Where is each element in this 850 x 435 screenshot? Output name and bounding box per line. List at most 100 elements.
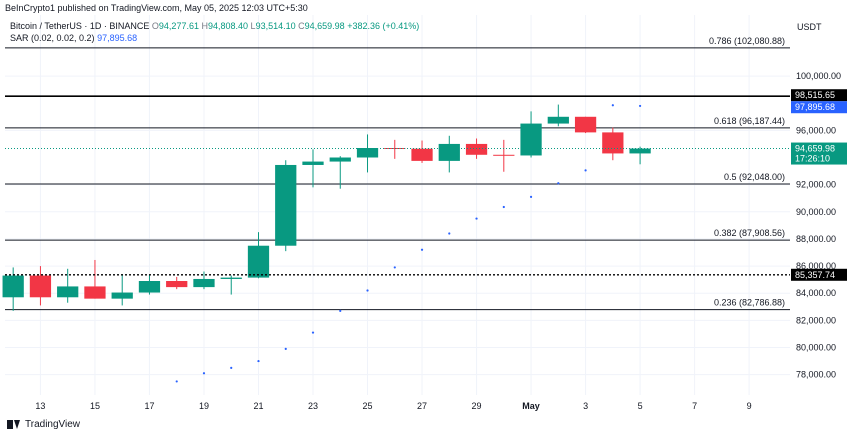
fib-label: 0.5 (92,048.00) <box>724 172 785 182</box>
candle-body[interactable] <box>329 157 351 162</box>
y-tick-label: 80,000.00 <box>796 343 836 353</box>
x-tick-label: 7 <box>692 401 697 411</box>
grid-lines <box>5 15 790 395</box>
open-label: O <box>151 21 159 31</box>
candle-body[interactable] <box>411 148 433 161</box>
x-tick-label: 23 <box>308 401 318 411</box>
publish-info: BeInCrypto1 published on TradingView.com… <box>5 3 308 13</box>
x-tick-label: 15 <box>90 401 100 411</box>
sar-dot <box>420 248 424 251</box>
y-tick-label: 82,000.00 <box>796 315 836 325</box>
resistance-badge-bg <box>791 89 847 102</box>
fib-label: 0.618 (96,187.44) <box>714 116 785 126</box>
candle-body[interactable] <box>29 275 52 298</box>
candle-body[interactable] <box>2 275 24 298</box>
y-tick-label: 100,000.00 <box>796 71 841 81</box>
candle-body[interactable] <box>166 281 188 288</box>
sar-value: 97,895.68 <box>97 33 138 43</box>
candle-body[interactable] <box>629 148 651 154</box>
candle-body[interactable] <box>111 292 133 299</box>
countdown-badge: 17:26:10 <box>795 154 830 164</box>
x-axis: 13 15 17 19 21 23 25 27 29 May 3 5 7 9 <box>35 401 751 411</box>
candle-body[interactable] <box>438 143 460 161</box>
candle-body[interactable] <box>465 143 488 155</box>
chart-legend: Bitcoin / TetherUS · 1D · BINANCE O94,27… <box>10 20 419 44</box>
candle-body[interactable] <box>220 277 242 279</box>
fib-label: 0.786 (102,080.88) <box>709 36 785 46</box>
parabolic-sar-dots <box>175 104 642 383</box>
tradingview-logo-icon <box>7 420 21 429</box>
fibonacci-levels: 0.786 (102,080.88) 0.618 (96,187.44) 0.5 (… <box>5 36 790 311</box>
fib-label: 0.382 (87,908.56) <box>714 228 785 238</box>
sar-dot <box>584 169 587 172</box>
candlesticks <box>2 104 651 311</box>
candle-body[interactable] <box>138 281 161 293</box>
candle-body[interactable] <box>275 164 297 246</box>
symbol-name[interactable]: Bitcoin / TetherUS · 1D · BINANCE <box>10 21 150 31</box>
y-tick-label: 90,000.00 <box>796 207 836 217</box>
sar-row: SAR (0.02, 0.02, 0.2) 97,895.68 <box>10 32 419 44</box>
sar-dot <box>611 104 614 107</box>
y-tick-label: 84,000.00 <box>796 288 836 298</box>
x-tick-label: 3 <box>583 401 588 411</box>
tradingview-brand: TradingView <box>25 419 81 430</box>
x-tick-label: 5 <box>638 401 643 411</box>
sar-badge-bg <box>791 101 847 114</box>
x-tick-label: 9 <box>747 401 752 411</box>
sar-dot <box>393 266 396 269</box>
x-tick-label: 13 <box>35 401 45 411</box>
y-tick-label: 88,000.00 <box>796 234 836 244</box>
sar-dot <box>257 359 260 363</box>
sar-dot <box>638 104 642 108</box>
x-tick-label: 21 <box>253 401 263 411</box>
open-value: 94,277.61 <box>158 21 199 31</box>
candle-body[interactable] <box>520 123 542 156</box>
close-label: C <box>298 21 305 31</box>
support-badge: 85,357.74 <box>795 270 835 280</box>
last-price-badge-bg <box>791 142 847 155</box>
x-tick-label: 29 <box>472 401 482 411</box>
high-value: 94,808.40 <box>207 21 249 31</box>
countdown-badge-bg <box>791 152 847 165</box>
sar-dot <box>366 289 369 292</box>
low-value: 93,514.10 <box>255 21 296 31</box>
candle-body[interactable] <box>356 148 379 158</box>
candle-body[interactable] <box>247 245 270 278</box>
tradingview-footer[interactable]: TradingView <box>7 419 80 430</box>
ohlc-row: Bitcoin / TetherUS · 1D · BINANCE O94,27… <box>10 20 419 32</box>
sar-dot <box>529 195 533 198</box>
fib-label: 0.236 (82,786.88) <box>714 298 785 308</box>
y-axis: USDT 78,000.00 80,000.00 82,000.00 84,000.00… <box>796 22 841 380</box>
change-value: +382.36 (+0.41%) <box>347 21 420 31</box>
low-label: L <box>250 21 256 31</box>
candle-body[interactable] <box>493 154 515 156</box>
sar-dot <box>175 380 178 383</box>
candle-body[interactable] <box>547 116 569 124</box>
sar-label[interactable]: SAR (0.02, 0.02, 0.2) <box>10 33 95 43</box>
y-tick-label: 78,000.00 <box>796 370 836 380</box>
candle-body[interactable] <box>193 278 215 288</box>
candle-body[interactable] <box>302 161 324 165</box>
support-badge-bg <box>791 268 847 281</box>
currency-label: USDT <box>797 22 822 32</box>
sar-dot <box>311 331 315 334</box>
close-value: 94,659.98 <box>304 21 345 31</box>
y-tick-label: 92,000.00 <box>796 180 836 190</box>
candle-body[interactable] <box>57 286 79 298</box>
sar-badge: 97,895.68 <box>795 102 835 112</box>
sar-dot <box>475 217 478 220</box>
candle-body[interactable] <box>384 148 406 149</box>
sar-dot <box>230 366 233 369</box>
sar-dot <box>502 205 505 209</box>
candle-body[interactable] <box>602 132 624 154</box>
candle-body[interactable] <box>574 116 597 133</box>
y-tick-label: 96,000.00 <box>796 125 836 135</box>
sar-dot <box>448 232 451 235</box>
candle-body[interactable] <box>84 286 106 299</box>
sar-dot <box>202 372 206 375</box>
sar-dot <box>339 309 342 312</box>
y-tick-label: 86,000.00 <box>796 261 836 271</box>
sar-dot <box>557 182 560 185</box>
